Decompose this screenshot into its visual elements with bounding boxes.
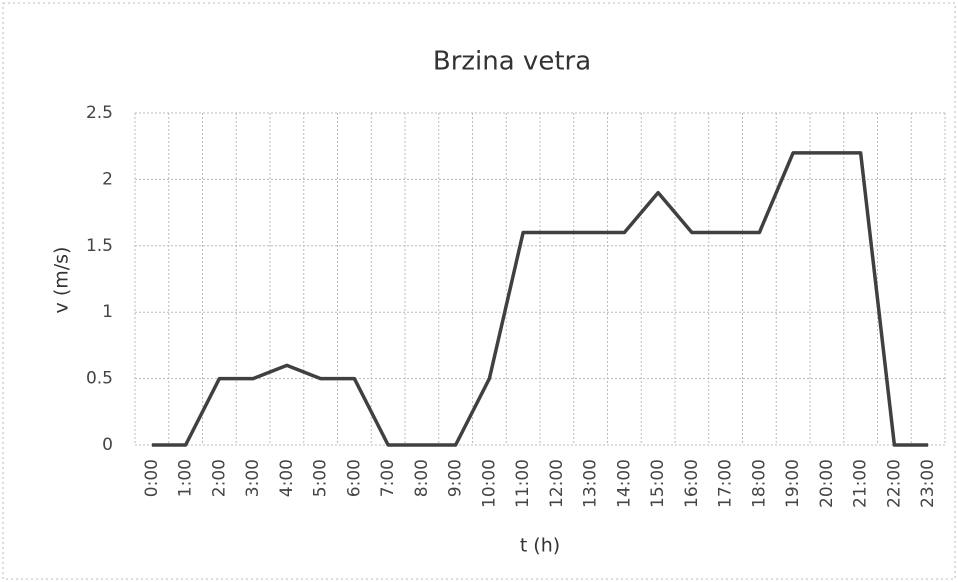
x-tick-label: 2:00 (209, 459, 229, 497)
x-tick-label: 19:00 (783, 459, 803, 508)
x-axis-label: t (h) (520, 535, 560, 557)
y-tick-label: 0 (102, 435, 113, 455)
x-tick-label: 12:00 (547, 459, 567, 508)
y-tick-label: 2 (102, 169, 113, 189)
x-tick-label: 17:00 (716, 459, 736, 508)
x-tick-label: 23:00 (918, 459, 938, 508)
x-tick-label: 5:00 (311, 459, 331, 497)
y-tick-label: 0.5 (86, 369, 113, 389)
x-tick-label: 18:00 (749, 459, 769, 508)
y-axis-label: v (m/s) (51, 247, 73, 314)
x-tick-label: 10:00 (479, 459, 499, 508)
y-tick-label: 1 (102, 302, 113, 322)
x-tick-label: 13:00 (581, 459, 601, 508)
x-tick-label: 21:00 (851, 459, 871, 508)
x-tick-label: 8:00 (412, 459, 432, 497)
chart-title: Brzina vetra (433, 47, 591, 77)
y-tick-label: 2.5 (86, 103, 113, 123)
x-tick-label: 15:00 (648, 459, 668, 508)
x-tick-label: 16:00 (682, 459, 702, 508)
x-tick-label: 9:00 (446, 459, 466, 497)
x-tick-label: 14:00 (614, 459, 634, 508)
x-tick-label: 1:00 (176, 459, 196, 497)
x-tick-label: 22:00 (884, 459, 904, 508)
x-tick-label: 0:00 (142, 459, 162, 497)
x-tick-label: 20:00 (817, 459, 837, 508)
x-tick-label: 7:00 (378, 459, 398, 497)
x-tick-label: 11:00 (513, 459, 533, 508)
data-line (151, 151, 929, 447)
y-tick-label: 1.5 (86, 236, 113, 256)
x-tick-label: 6:00 (344, 459, 364, 497)
x-tick-label: 3:00 (243, 459, 263, 497)
x-tick-label: 4:00 (277, 459, 297, 497)
